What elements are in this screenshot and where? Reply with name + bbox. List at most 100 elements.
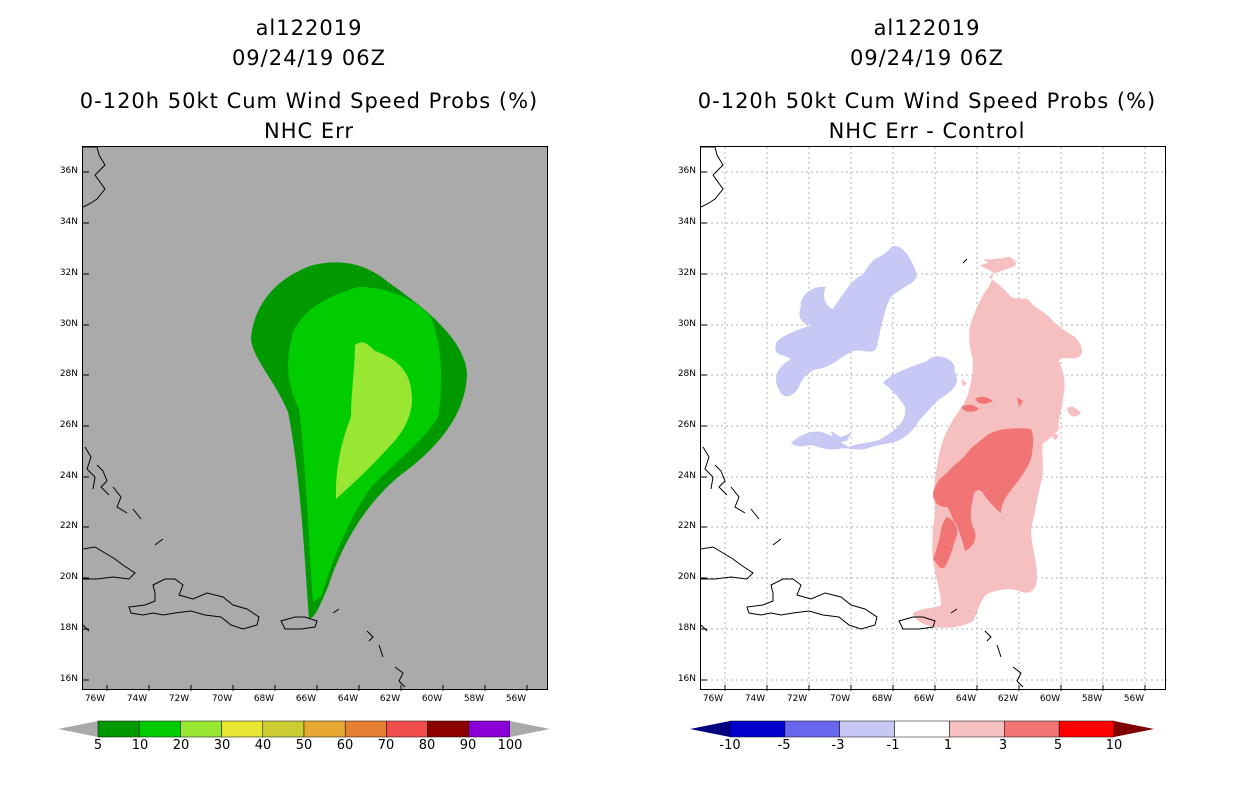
lat-label: 26N xyxy=(59,420,78,430)
lon-label: 76W xyxy=(702,694,724,704)
lon-label: 62W xyxy=(997,694,1019,704)
colorbar-label: 5 xyxy=(1053,738,1063,753)
coastlines-right xyxy=(701,147,1024,688)
storm-id: al122019 xyxy=(255,16,363,40)
colorbar-label: 90 xyxy=(459,738,477,753)
lat-label: 30N xyxy=(59,319,78,329)
lat-label: 24N xyxy=(59,471,78,481)
colorbar-label: -10 xyxy=(719,738,741,753)
product-title: 0-120h 50kt Cum Wind Speed Probs (%) xyxy=(697,89,1157,113)
datetime: 09/24/19 06Z xyxy=(231,46,387,70)
lat-label: 20N xyxy=(59,572,78,582)
colorbar-right-swatch xyxy=(839,720,895,738)
lon-label: 70W xyxy=(211,694,233,704)
colorbar-label: 30 xyxy=(213,738,231,753)
lon-label: 66W xyxy=(913,694,935,704)
datetime: 09/24/19 06Z xyxy=(849,46,1005,70)
colorbar-right-end-high xyxy=(1114,721,1154,737)
lat-label: 20N xyxy=(677,572,696,582)
coastlines-left xyxy=(83,147,406,688)
colorbar-left-swatch xyxy=(180,720,222,738)
colorbar-label: 10 xyxy=(1105,738,1123,753)
lat-label: 32N xyxy=(677,268,696,278)
colorbar-left-swatch xyxy=(262,720,305,738)
contour-20pct xyxy=(335,342,413,499)
colorbar-label: -1 xyxy=(886,738,900,753)
lat-label: 28N xyxy=(677,369,696,379)
lat-label: 22N xyxy=(59,521,78,531)
difference-map-svg xyxy=(701,147,1167,691)
colorbar-right-swatch xyxy=(949,720,1005,738)
contour-pos-3 xyxy=(933,396,1034,569)
product-title: 0-120h 50kt Cum Wind Speed Probs (%) xyxy=(79,89,539,113)
colorbar-left-swatch xyxy=(427,720,470,738)
colorbar-left-swatch xyxy=(221,720,264,738)
probability-map-svg xyxy=(83,147,528,691)
colorbar-left-swatch xyxy=(344,720,387,738)
colorbar-right-swatch xyxy=(729,720,786,738)
lon-label: 56W xyxy=(505,694,527,704)
colorbar-label: 40 xyxy=(254,738,272,753)
lon-label: 68W xyxy=(253,694,275,704)
lon-label: 76W xyxy=(84,694,106,704)
lat-label: 34N xyxy=(59,217,78,227)
colorbar-label: 80 xyxy=(418,738,436,753)
colorbar-left-end-high xyxy=(510,721,550,737)
lon-label: 72W xyxy=(168,694,190,704)
lat-label: 22N xyxy=(677,521,696,531)
lon-label: 56W xyxy=(1123,694,1145,704)
colorbar-left-swatch xyxy=(138,720,181,738)
lat-label: 16N xyxy=(59,674,78,684)
lat-label: 28N xyxy=(59,369,78,379)
lat-label: 30N xyxy=(677,319,696,329)
colorbar-label: 5 xyxy=(93,738,103,753)
colorbar-left-swatch xyxy=(97,720,140,738)
lon-label: 64W xyxy=(337,694,359,704)
colorbar-label: 20 xyxy=(172,738,190,753)
right-panel: al122019 09/24/19 06Z 0-120h 50kt Cum Wi… xyxy=(618,0,1236,800)
axis-ticks xyxy=(83,171,528,691)
subtitle: NHC Err xyxy=(263,119,354,143)
contour-neg-1 xyxy=(775,246,957,450)
colorbar-label: 100 xyxy=(497,738,523,753)
lat-label: 32N xyxy=(59,268,78,278)
colorbar-right-swatch xyxy=(1004,720,1060,738)
lon-label: 60W xyxy=(1039,694,1061,704)
colorbar-right-swatch xyxy=(894,720,950,738)
colorbar-label: -5 xyxy=(777,738,791,753)
lat-label: 24N xyxy=(677,471,696,481)
colorbar-right-end-low xyxy=(690,721,730,737)
storm-id: al122019 xyxy=(873,16,981,40)
lat-label: 36N xyxy=(677,166,696,176)
axis-ticks xyxy=(701,171,1146,691)
lon-label: 64W xyxy=(955,694,977,704)
colorbar-left-swatch xyxy=(386,720,428,738)
lon-label: 68W xyxy=(871,694,893,704)
colorbar-label: -3 xyxy=(831,738,845,753)
lon-label: 62W xyxy=(379,694,401,704)
lat-label: 36N xyxy=(59,166,78,176)
lat-label: 26N xyxy=(677,420,696,430)
subtitle: NHC Err - Control xyxy=(828,119,1026,143)
left-panel: al122019 09/24/19 06Z 0-120h 50kt Cum Wi… xyxy=(58,16,550,753)
colorbar-label: 60 xyxy=(336,738,354,753)
probability-map xyxy=(82,146,548,691)
lon-label: 66W xyxy=(295,694,317,704)
lon-label: 74W xyxy=(126,694,148,704)
lat-label: 34N xyxy=(677,217,696,227)
colorbar-label: 3 xyxy=(998,738,1008,753)
lat-label: 18N xyxy=(677,623,696,633)
colorbar-right-swatch xyxy=(1058,720,1115,738)
colorbar-left-end-low xyxy=(58,721,98,737)
lat-label: 16N xyxy=(677,674,696,684)
lon-label: 60W xyxy=(421,694,443,704)
colorbar-label: 10 xyxy=(131,738,149,753)
lon-label: 70W xyxy=(829,694,851,704)
lon-label: 58W xyxy=(1081,694,1103,704)
colorbar-label: 70 xyxy=(377,738,395,753)
colorbar-label: 50 xyxy=(295,738,313,753)
colorbar-left-swatch xyxy=(468,720,511,738)
colorbar-left-swatch xyxy=(303,720,346,738)
lon-label: 58W xyxy=(463,694,485,704)
lat-label: 18N xyxy=(59,623,78,633)
